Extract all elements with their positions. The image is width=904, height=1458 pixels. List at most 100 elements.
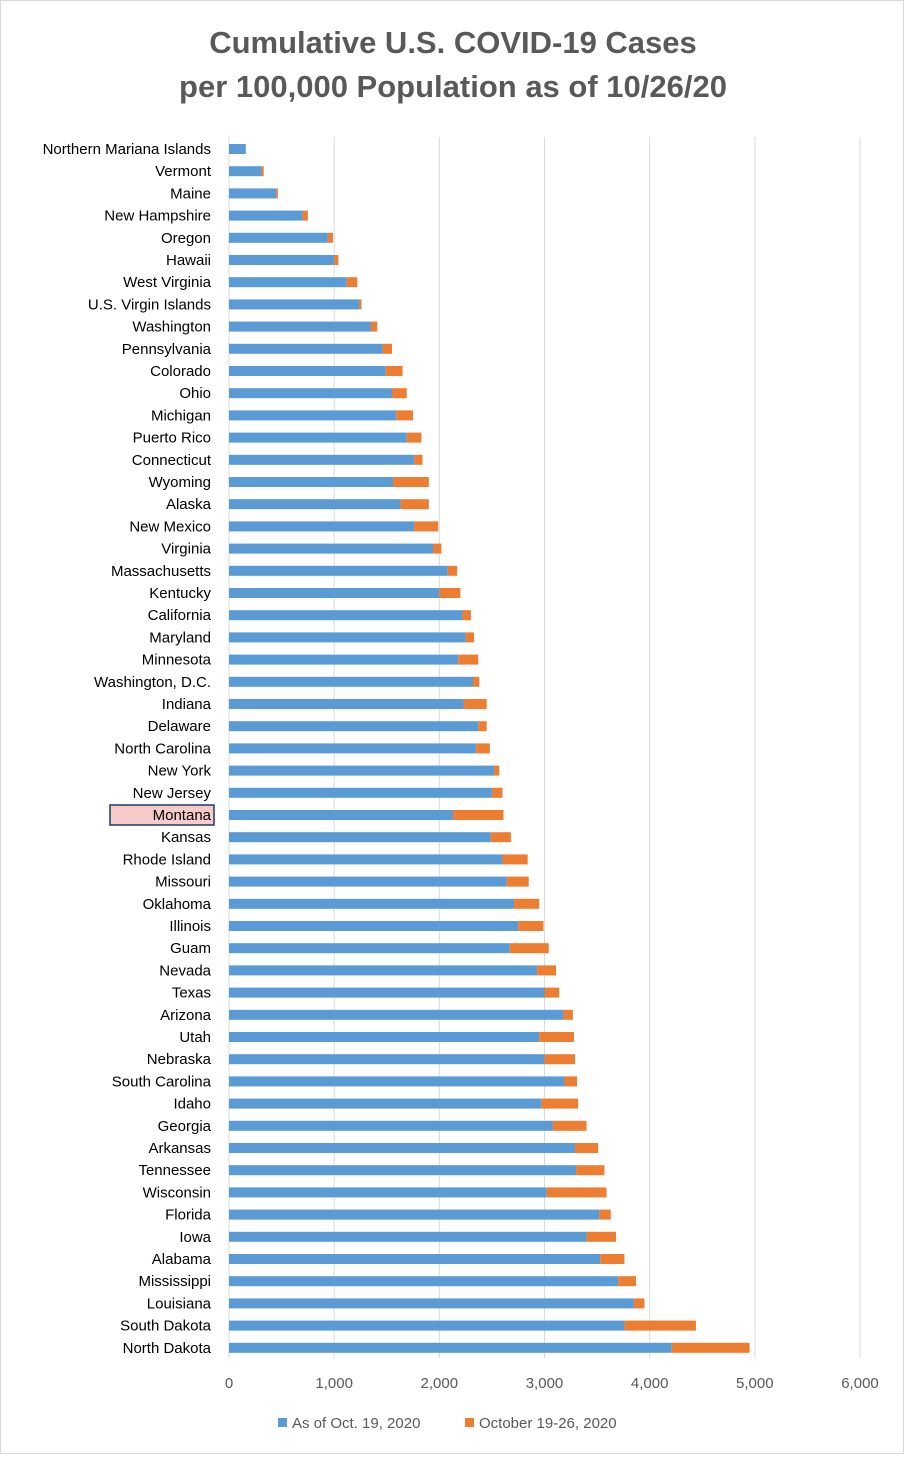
- bar-oct19-26-rhode-island: [502, 854, 528, 865]
- legend-swatch-oct19-26: [465, 1418, 474, 1427]
- category-label-west-virginia: West Virginia: [123, 274, 211, 291]
- bar-oct19-26-washington-d-c: [472, 676, 480, 687]
- category-label-oklahoma: Oklahoma: [143, 896, 212, 913]
- bar-as-of-oct19-idaho: [229, 1098, 542, 1109]
- bar-as-of-oct19-maine: [229, 188, 277, 199]
- category-highlight: [109, 804, 215, 826]
- bar-oct19-26-connecticut: [414, 454, 423, 465]
- category-label-alabama: Alabama: [152, 1251, 212, 1268]
- legend-swatch-as-of-oct19: [278, 1418, 287, 1427]
- bar-as-of-oct19-u-s-virgin-islands: [229, 299, 360, 310]
- bar-oct19-26-georgia: [552, 1120, 587, 1131]
- category-label-nevada: Nevada: [159, 962, 211, 979]
- category-label-wisconsin: Wisconsin: [143, 1184, 211, 1201]
- bar-oct19-26-alaska: [400, 499, 429, 510]
- bar-oct19-26-tennessee: [576, 1165, 605, 1176]
- x-tick-label-4000: 4,000: [631, 1375, 669, 1392]
- bar-as-of-oct19-illinois: [229, 921, 519, 931]
- bar-oct19-26-new-york: [494, 765, 500, 776]
- bar-as-of-oct19-north-carolina: [229, 743, 477, 754]
- bar-as-of-oct19-oklahoma: [229, 898, 515, 909]
- chart-title: Cumulative U.S. COVID-19 Cases per 100,0…: [179, 25, 727, 104]
- bar-oct19-26-missouri: [506, 876, 529, 887]
- bar-oct19-26-west-virginia: [346, 277, 358, 288]
- bar-oct19-26-u-s-virgin-islands: [359, 299, 362, 310]
- x-axis-tick-labels: 0 1,000 2,000 3,000 4,000 5,000 6,000: [225, 1375, 879, 1392]
- bar-oct19-26-illinois: [518, 921, 544, 931]
- x-tick-label-1000: 1,000: [315, 1375, 353, 1392]
- category-label-new-mexico: New Mexico: [129, 518, 211, 535]
- bar-oct19-26-alabama: [600, 1254, 625, 1264]
- category-label-vermont: Vermont: [155, 163, 212, 180]
- bar-oct19-26-kentucky: [439, 588, 461, 598]
- bar-as-of-oct19-alaska: [229, 499, 401, 510]
- bar-as-of-oct19-south-dakota: [229, 1320, 625, 1331]
- bar-oct19-26-maryland: [465, 632, 475, 643]
- category-label-idaho: Idaho: [173, 1096, 211, 1113]
- highlight-box-montana: [109, 804, 215, 826]
- bar-oct19-26-pennsylvania: [382, 343, 393, 354]
- x-tick-label-2000: 2,000: [421, 1375, 459, 1392]
- category-label-texas: Texas: [172, 985, 211, 1002]
- category-label-washington-d-c: Washington, D.C.: [94, 674, 211, 691]
- bar-oct19-26-wyoming: [393, 477, 429, 487]
- bar-oct19-26-california: [462, 610, 471, 621]
- bar-as-of-oct19-guam: [229, 943, 510, 954]
- category-label-guam: Guam: [170, 940, 211, 957]
- category-label-kansas: Kansas: [161, 829, 211, 846]
- bar-as-of-oct19-alabama: [229, 1254, 601, 1264]
- bar-oct19-26-nebraska: [544, 1054, 575, 1065]
- bar-oct19-26-washington: [370, 321, 378, 332]
- category-label-connecticut: Connecticut: [132, 452, 212, 469]
- bar-as-of-oct19-nebraska: [229, 1054, 545, 1065]
- category-label-washington: Washington: [132, 319, 211, 336]
- bar-oct19-26-oklahoma: [514, 898, 540, 909]
- x-tick-label-0: 0: [225, 1375, 233, 1392]
- category-label-delaware: Delaware: [148, 718, 211, 735]
- bar-as-of-oct19-louisiana: [229, 1298, 634, 1309]
- bar-as-of-oct19-kansas: [229, 832, 491, 843]
- bar-oct19-26-oregon: [327, 232, 334, 243]
- category-label-colorado: Colorado: [150, 363, 211, 380]
- category-label-florida: Florida: [165, 1207, 212, 1224]
- bar-as-of-oct19-pennsylvania: [229, 343, 383, 354]
- bar-as-of-oct19-north-dakota: [229, 1342, 672, 1353]
- bar-as-of-oct19-missouri: [229, 876, 507, 887]
- bar-oct19-26-indiana: [463, 699, 487, 709]
- bar-as-of-oct19-arizona: [229, 1009, 564, 1020]
- bar-as-of-oct19-indiana: [229, 699, 464, 709]
- bar-oct19-26-new-mexico: [414, 521, 439, 532]
- bar-as-of-oct19-mississippi: [229, 1276, 619, 1287]
- bar-as-of-oct19-wyoming: [229, 477, 394, 487]
- bar-as-of-oct19-northern-mariana-islands: [229, 144, 246, 154]
- bar-oct19-26-michigan: [396, 410, 414, 421]
- category-label-oregon: Oregon: [161, 230, 211, 247]
- category-label-virginia: Virginia: [161, 541, 211, 558]
- bar-as-of-oct19-connecticut: [229, 454, 415, 465]
- category-label-iowa: Iowa: [179, 1229, 211, 1246]
- category-label-tennessee: Tennessee: [138, 1162, 211, 1179]
- bar-as-of-oct19-kentucky: [229, 588, 440, 598]
- bar-oct19-26-mississippi: [618, 1276, 636, 1287]
- category-label-northern-mariana-islands: Northern Mariana Islands: [43, 141, 211, 158]
- bar-oct19-26-kansas: [490, 832, 511, 843]
- bar-as-of-oct19-puerto-rico: [229, 432, 407, 443]
- bar-as-of-oct19-west-virginia: [229, 277, 347, 288]
- bar-as-of-oct19-montana: [229, 810, 454, 820]
- bar-as-of-oct19-florida: [229, 1209, 600, 1220]
- bar-as-of-oct19-ohio: [229, 388, 393, 399]
- bar-as-of-oct19-new-hampshire: [229, 210, 303, 221]
- bar-as-of-oct19-nevada: [229, 965, 538, 976]
- category-label-illinois: Illinois: [169, 918, 211, 935]
- category-label-alaska: Alaska: [166, 496, 212, 513]
- category-label-kentucky: Kentucky: [149, 585, 211, 602]
- bar-oct19-26-delaware: [478, 721, 487, 732]
- bar-oct19-26-arkansas: [574, 1143, 599, 1153]
- x-tick-label-5000: 5,000: [736, 1375, 774, 1392]
- category-label-utah: Utah: [179, 1029, 211, 1046]
- category-label-pennsylvania: Pennsylvania: [122, 341, 212, 358]
- category-label-south-carolina: South Carolina: [112, 1073, 212, 1090]
- chart-title-line-2: per 100,000 Population as of 10/26/20: [179, 69, 727, 104]
- category-label-new-york: New York: [148, 763, 212, 780]
- x-tick-label-6000: 6,000: [841, 1375, 879, 1392]
